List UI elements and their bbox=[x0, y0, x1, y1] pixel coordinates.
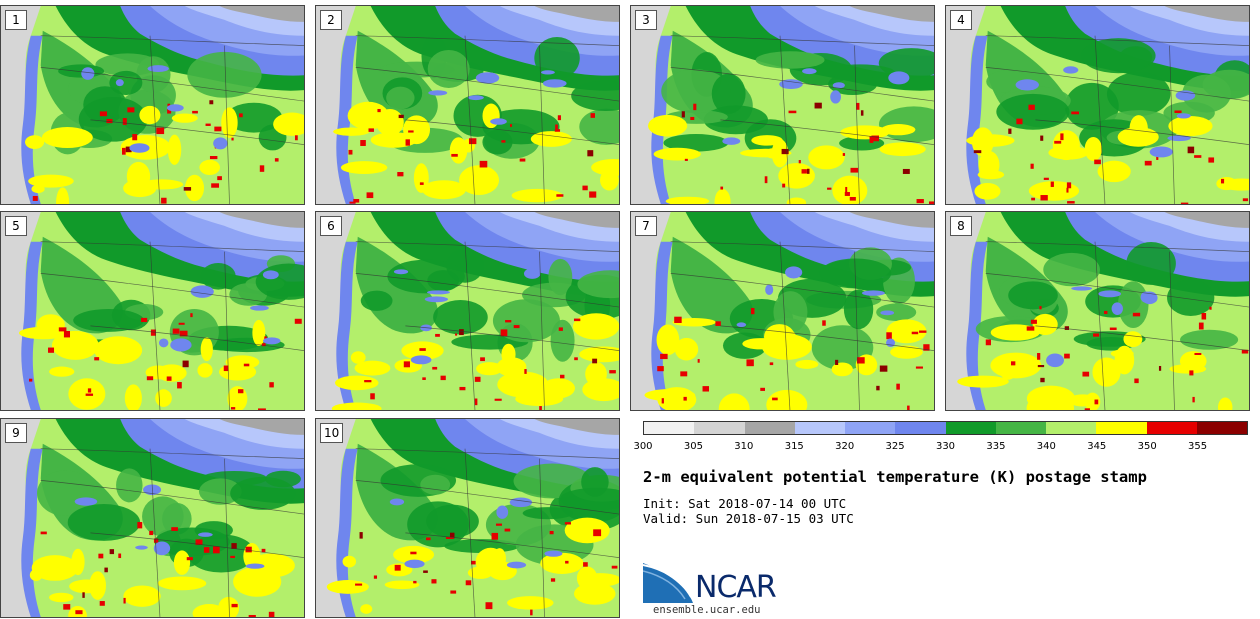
panel-number: 1 bbox=[5, 10, 27, 30]
colorbar-tick-label: 320 bbox=[835, 441, 855, 452]
colorbar-tick-label: 350 bbox=[1137, 441, 1157, 452]
colorbar-tick-label: 340 bbox=[1036, 441, 1056, 452]
panel-number: 7 bbox=[635, 216, 657, 236]
colorbar-tick-label: 305 bbox=[683, 441, 703, 452]
colorbar-segment bbox=[895, 422, 946, 434]
map-image bbox=[316, 6, 619, 204]
panel-number: 10 bbox=[320, 423, 344, 443]
map-image bbox=[1, 419, 304, 617]
map-panel-9: 9 bbox=[0, 418, 305, 618]
colorbar-tick-label: 315 bbox=[784, 441, 804, 452]
map-panel-7: 7 bbox=[630, 211, 935, 411]
colorbar-segment bbox=[794, 422, 845, 434]
map-image bbox=[1, 6, 304, 204]
map-image bbox=[316, 212, 619, 410]
init-time: Init: Sat 2018-07-14 00 UTC bbox=[643, 496, 847, 511]
map-panel-10: 10 bbox=[315, 418, 620, 618]
colorbar-tick-label: 325 bbox=[885, 441, 905, 452]
map-panel-4: 4 bbox=[945, 5, 1250, 205]
map-panel-2: 2 bbox=[315, 5, 620, 205]
colorbar-segment bbox=[644, 422, 695, 434]
colorbar-segment bbox=[694, 422, 745, 434]
colorbar-tick-label: 335 bbox=[986, 441, 1006, 452]
colorbar-tick-label: 345 bbox=[1087, 441, 1107, 452]
logo-url: ensemble.ucar.edu bbox=[653, 604, 761, 616]
map-image bbox=[631, 212, 934, 410]
panel-number: 9 bbox=[5, 423, 27, 443]
map-image bbox=[1, 212, 304, 410]
map-image bbox=[631, 6, 934, 204]
map-panel-3: 3 bbox=[630, 5, 935, 205]
map-image bbox=[946, 212, 1249, 410]
colorbar bbox=[643, 421, 1248, 435]
colorbar-tick-label: 310 bbox=[734, 441, 754, 452]
ncar-logo-icon bbox=[643, 563, 693, 603]
page-title: 2-m equivalent potential temperature (K)… bbox=[643, 468, 1147, 486]
panel-number: 8 bbox=[950, 216, 972, 236]
panel-number: 2 bbox=[320, 10, 342, 30]
colorbar-segment bbox=[1096, 422, 1147, 434]
colorbar-tick-label: 355 bbox=[1188, 441, 1208, 452]
map-panel-6: 6 bbox=[315, 211, 620, 411]
colorbar-labels: 300 305 310 315 320 325 330 335 340 345 350 355 bbox=[633, 441, 1248, 455]
logo-text: NCAR bbox=[695, 570, 777, 605]
colorbar-segment bbox=[995, 422, 1046, 434]
map-panel-1: 1 bbox=[0, 5, 305, 205]
panel-number: 3 bbox=[635, 10, 657, 30]
map-image bbox=[316, 419, 619, 617]
colorbar-segment bbox=[845, 422, 896, 434]
valid-time: Valid: Sun 2018-07-15 03 UTC bbox=[643, 511, 854, 526]
colorbar-segment bbox=[1196, 422, 1247, 434]
colorbar-tick-label: 330 bbox=[935, 441, 956, 452]
colorbar-tick-label: 300 bbox=[633, 441, 653, 452]
panel-number: 5 bbox=[5, 216, 27, 236]
map-panel-5: 5 bbox=[0, 211, 305, 411]
colorbar-segment bbox=[1046, 422, 1097, 434]
colorbar-segment bbox=[1146, 422, 1197, 434]
panel-number: 4 bbox=[950, 10, 972, 30]
map-panel-8: 8 bbox=[945, 211, 1250, 411]
map-image bbox=[946, 6, 1249, 204]
panel-number: 6 bbox=[320, 216, 342, 236]
colorbar-segment bbox=[744, 422, 795, 434]
colorbar-segment bbox=[945, 422, 996, 434]
